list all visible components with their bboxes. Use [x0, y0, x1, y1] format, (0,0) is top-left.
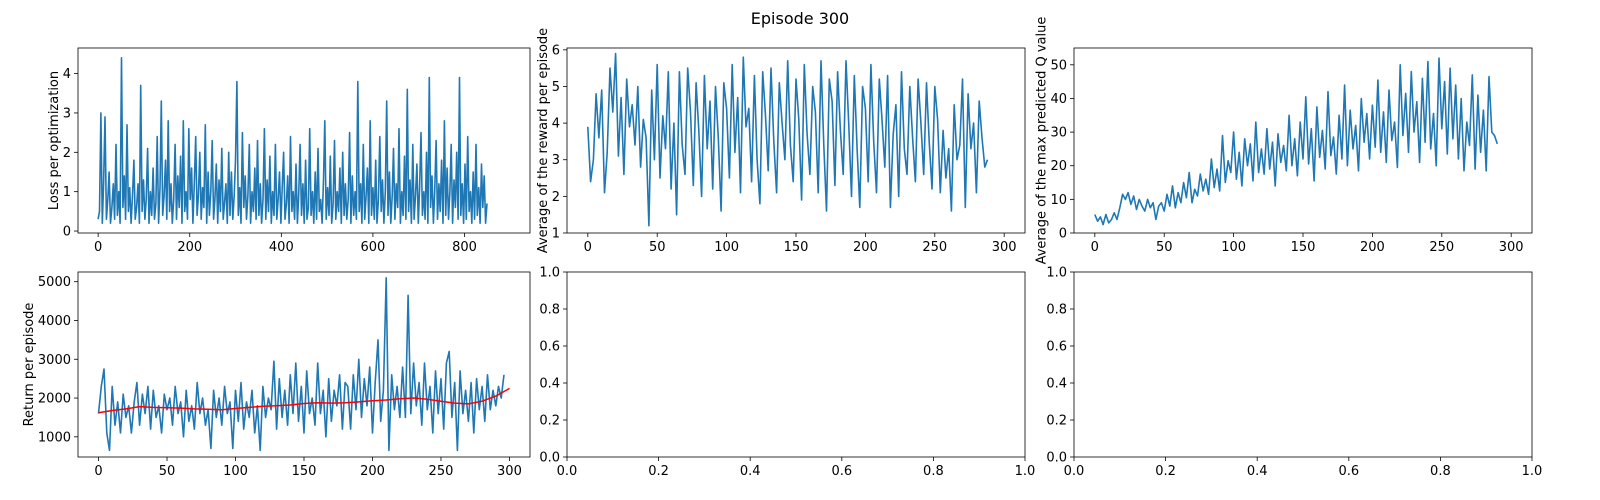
series-line	[97, 56, 488, 224]
y-tick-label: 1.0	[1046, 266, 1067, 281]
x-tick-label: 100	[714, 240, 739, 255]
y-axis-label: Return per episode	[22, 303, 37, 427]
x-tick-label: 300	[497, 464, 522, 479]
y-tick-label: 0.6	[1046, 340, 1067, 355]
figure-title: Episode 300	[751, 9, 849, 28]
x-tick-label: 0.6	[1338, 464, 1359, 479]
y-tick-label: 0.4	[1046, 377, 1067, 392]
x-tick-label: 0	[1091, 240, 1099, 255]
x-tick-label: 150	[292, 464, 317, 479]
y-tick-label: 30	[1050, 126, 1067, 141]
y-tick-label: 1.0	[539, 266, 560, 281]
chart-return: 0 50 100 150 200 250 300 1000 2000 3000 4000 5000Re…	[22, 271, 531, 479]
x-tick-label: 200	[177, 240, 202, 255]
series-line	[587, 52, 989, 227]
x-tick-label: 300	[1499, 240, 1524, 255]
x-tick-label: 200	[853, 240, 878, 255]
y-axis-label: Average of the max predicted Q value	[1035, 17, 1050, 265]
x-tick-label: 100	[1221, 240, 1246, 255]
y-tick-label: 2000	[38, 392, 71, 407]
y-tick-label: 4	[63, 67, 71, 82]
x-tick-label: 0.8	[1430, 464, 1451, 479]
y-tick-label: 1000	[38, 430, 71, 445]
y-tick-label: 5000	[38, 275, 71, 290]
x-tick-label: 0.4	[1247, 464, 1268, 479]
axes-frame	[1073, 271, 1533, 458]
y-axis-label: Loss per optimization	[47, 71, 62, 210]
y-tick-label: 0.8	[539, 303, 560, 318]
chart-empty-2: 0.0 0.2 0.4 0.6 0.8 1.0 0.0 0.2 0.4 0.6 0.8 1.0	[1046, 266, 1542, 480]
y-tick-label: 6	[552, 43, 560, 58]
x-tick-label: 100	[223, 464, 248, 479]
y-tick-label: 0.2	[1046, 414, 1067, 429]
x-tick-label: 0.0	[1064, 464, 1085, 479]
x-tick-label: 600	[361, 240, 386, 255]
y-tick-label: 50	[1050, 58, 1067, 73]
y-tick-label: 0.8	[1046, 303, 1067, 318]
x-tick-label: 300	[992, 240, 1017, 255]
y-tick-label: 0.0	[539, 451, 560, 466]
x-tick-label: 0.4	[740, 464, 761, 479]
y-tick-label: 3000	[38, 353, 71, 368]
axes-frame	[77, 47, 531, 234]
trend-line	[98, 387, 510, 414]
y-tick-label: 2	[63, 146, 71, 161]
x-tick-label: 1.0	[1015, 464, 1036, 479]
x-tick-label: 1.0	[1522, 464, 1543, 479]
x-tick-label: 800	[452, 240, 477, 255]
x-tick-label: 0	[584, 240, 592, 255]
y-tick-label: 4000	[38, 314, 71, 329]
x-tick-label: 250	[429, 464, 454, 479]
y-tick-label: 10	[1050, 193, 1067, 208]
y-tick-label: 0.4	[539, 377, 560, 392]
series-line	[1094, 57, 1499, 226]
x-tick-label: 0	[94, 240, 102, 255]
x-tick-label: 50	[649, 240, 666, 255]
x-tick-label: 200	[1360, 240, 1385, 255]
y-tick-label: 20	[1050, 159, 1067, 174]
x-tick-label: 0.0	[557, 464, 578, 479]
y-tick-label: 0.2	[539, 414, 560, 429]
series-line	[97, 276, 505, 452]
x-tick-label: 250	[922, 240, 947, 255]
x-tick-label: 400	[269, 240, 294, 255]
y-tick-label: 3	[63, 106, 71, 121]
y-tick-label: 3	[552, 153, 560, 168]
x-tick-label: 0.2	[648, 464, 669, 479]
chart-empty-1: 0.0 0.2 0.4 0.6 0.8 1.0 0.0 0.2 0.4 0.6 0.8 1.0	[539, 266, 1035, 480]
x-tick-label: 0.8	[923, 464, 944, 479]
y-tick-label: 5	[552, 80, 560, 95]
x-tick-label: 0	[94, 464, 102, 479]
y-tick-label: 0	[1059, 227, 1067, 242]
x-tick-label: 150	[784, 240, 809, 255]
y-tick-label: 40	[1050, 92, 1067, 107]
x-tick-label: 0.6	[831, 464, 852, 479]
y-tick-label: 0	[63, 225, 71, 240]
y-axis-label: Average of the reward per episode	[536, 28, 551, 253]
x-tick-label: 250	[1429, 240, 1454, 255]
x-tick-label: 50	[1156, 240, 1173, 255]
y-tick-label: 1	[552, 227, 560, 242]
axes-frame	[566, 271, 1026, 458]
x-tick-label: 0.2	[1155, 464, 1176, 479]
y-tick-label: 2	[552, 190, 560, 205]
x-tick-label: 200	[360, 464, 385, 479]
x-tick-label: 150	[1291, 240, 1316, 255]
y-tick-label: 4	[552, 117, 560, 132]
y-tick-label: 0.0	[1046, 451, 1067, 466]
x-tick-label: 50	[159, 464, 176, 479]
y-tick-label: 0.6	[539, 340, 560, 355]
y-tick-label: 1	[63, 185, 71, 200]
